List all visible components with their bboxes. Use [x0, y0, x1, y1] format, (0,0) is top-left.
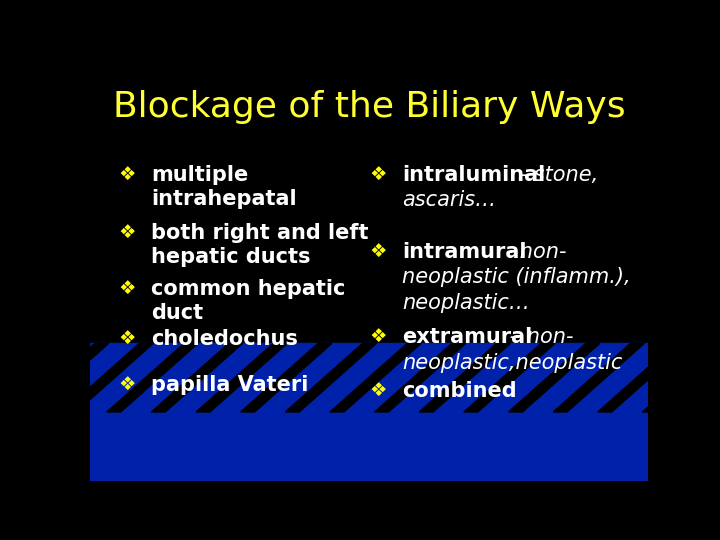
- Text: papilla Vateri: papilla Vateri: [151, 375, 309, 395]
- Text: ❖: ❖: [369, 327, 387, 346]
- Text: - stone,: - stone,: [513, 165, 599, 185]
- Polygon shape: [419, 343, 510, 412]
- Text: ❖: ❖: [369, 381, 387, 400]
- Text: both right and left
hepatic ducts: both right and left hepatic ducts: [151, 223, 369, 267]
- Text: intraluminal: intraluminal: [402, 165, 546, 185]
- Polygon shape: [464, 343, 555, 412]
- Polygon shape: [90, 343, 648, 481]
- Text: ❖: ❖: [118, 329, 135, 348]
- Polygon shape: [285, 343, 377, 412]
- Text: ❖: ❖: [118, 223, 135, 242]
- Polygon shape: [553, 343, 644, 412]
- Polygon shape: [642, 343, 720, 412]
- Text: common hepatic
duct: common hepatic duct: [151, 279, 346, 323]
- Text: intramural: intramural: [402, 241, 527, 261]
- Text: multiple
intrahepatal: multiple intrahepatal: [151, 165, 297, 208]
- Text: extramural: extramural: [402, 327, 533, 347]
- Text: neoplastic,neoplastic: neoplastic,neoplastic: [402, 353, 623, 373]
- Text: ascaris…: ascaris…: [402, 191, 497, 211]
- Polygon shape: [62, 343, 153, 412]
- Polygon shape: [17, 343, 109, 412]
- Polygon shape: [374, 343, 466, 412]
- Text: ❖: ❖: [118, 279, 135, 298]
- Polygon shape: [151, 343, 243, 412]
- Text: ❖: ❖: [369, 241, 387, 260]
- Text: neoplastic…: neoplastic…: [402, 293, 530, 313]
- Text: ❖: ❖: [118, 375, 135, 394]
- Text: – non-: – non-: [503, 327, 574, 347]
- Text: Blockage of the Biliary Ways: Blockage of the Biliary Ways: [113, 90, 625, 124]
- Polygon shape: [330, 343, 421, 412]
- Polygon shape: [598, 343, 689, 412]
- Text: ❖: ❖: [369, 165, 387, 184]
- Polygon shape: [508, 343, 600, 412]
- Polygon shape: [687, 343, 720, 412]
- Text: - non-: - non-: [499, 241, 567, 261]
- Text: combined: combined: [402, 381, 517, 401]
- Polygon shape: [0, 343, 64, 412]
- Text: choledochus: choledochus: [151, 329, 298, 349]
- Polygon shape: [107, 343, 198, 412]
- Text: ❖: ❖: [118, 165, 135, 184]
- Polygon shape: [240, 343, 332, 412]
- Polygon shape: [196, 343, 287, 412]
- Text: neoplastic (inflamm.),: neoplastic (inflamm.),: [402, 267, 631, 287]
